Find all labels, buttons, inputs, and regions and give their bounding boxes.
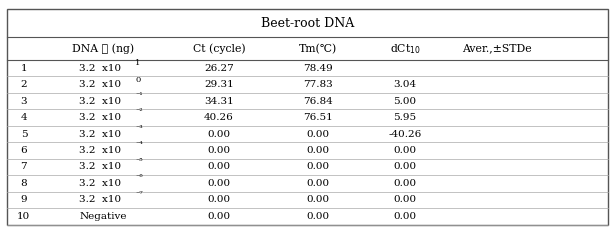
Text: 3.2  x10: 3.2 x10 [79,80,121,89]
Text: 0.00: 0.00 [306,162,330,172]
Text: 5.00: 5.00 [394,97,416,106]
Text: 34.31: 34.31 [204,97,234,106]
Text: 76.51: 76.51 [303,113,333,122]
Text: Ct (cycle): Ct (cycle) [192,43,245,54]
Text: 0.00: 0.00 [207,212,231,221]
Text: dCt$_{10}$: dCt$_{10}$ [389,42,421,55]
Text: 0.00: 0.00 [207,162,231,172]
Text: 3.2  x10: 3.2 x10 [79,130,121,139]
Text: Tm(℃): Tm(℃) [299,44,337,54]
Text: 0.00: 0.00 [306,179,330,188]
Text: 76.84: 76.84 [303,97,333,106]
Text: 3.2  x10: 3.2 x10 [79,64,121,73]
Text: 0.00: 0.00 [207,179,231,188]
Text: 2: 2 [20,80,27,89]
Text: Beet-root DNA: Beet-root DNA [261,17,354,30]
Text: 0.00: 0.00 [306,212,330,221]
Text: 77.83: 77.83 [303,80,333,89]
Text: 0.00: 0.00 [306,195,330,205]
Text: 5: 5 [20,130,27,139]
Text: DNA 양 (ng): DNA 양 (ng) [73,43,135,54]
Text: 3.04: 3.04 [394,80,416,89]
Text: 0.00: 0.00 [394,195,416,205]
Text: 9: 9 [20,195,27,205]
Text: ⁻⁵: ⁻⁵ [135,158,143,166]
Text: 0.00: 0.00 [394,179,416,188]
Text: 8: 8 [20,179,27,188]
Text: Negative: Negative [80,212,127,221]
Text: 0.00: 0.00 [306,146,330,155]
Text: 0.00: 0.00 [394,162,416,172]
Text: 3.2  x10: 3.2 x10 [79,195,121,205]
Text: 26.27: 26.27 [204,64,234,73]
Text: ⁻³: ⁻³ [135,125,143,133]
Text: 0.00: 0.00 [394,212,416,221]
Text: ⁻⁴: ⁻⁴ [135,141,143,149]
Text: 6: 6 [20,146,27,155]
Text: 3.2  x10: 3.2 x10 [79,162,121,172]
Text: 3.2  x10: 3.2 x10 [79,113,121,122]
Text: ⁻⁷: ⁻⁷ [135,191,143,199]
Text: -40.26: -40.26 [389,130,422,139]
Text: ⁻²: ⁻² [135,108,143,117]
Text: 5.95: 5.95 [394,113,416,122]
Text: 3.2  x10: 3.2 x10 [79,146,121,155]
Text: Aver.,±STDe: Aver.,±STDe [462,44,531,54]
Text: 4: 4 [20,113,27,122]
Text: 1: 1 [20,64,27,73]
Text: 3.2  x10: 3.2 x10 [79,179,121,188]
Text: 3.2  x10: 3.2 x10 [79,97,121,106]
Text: 0.00: 0.00 [207,130,231,139]
Text: 1: 1 [135,59,141,67]
Text: 0.00: 0.00 [306,130,330,139]
Text: 0.00: 0.00 [207,146,231,155]
Text: 40.26: 40.26 [204,113,234,122]
Text: ⁻⁶: ⁻⁶ [135,174,143,182]
Text: 0: 0 [135,76,141,84]
Text: 3: 3 [20,97,27,106]
Text: 10: 10 [17,212,31,221]
Text: 78.49: 78.49 [303,64,333,73]
Text: ⁻¹: ⁻¹ [135,92,143,100]
Text: 29.31: 29.31 [204,80,234,89]
Text: 0.00: 0.00 [207,195,231,205]
Text: 0.00: 0.00 [394,146,416,155]
Text: 7: 7 [20,162,27,172]
